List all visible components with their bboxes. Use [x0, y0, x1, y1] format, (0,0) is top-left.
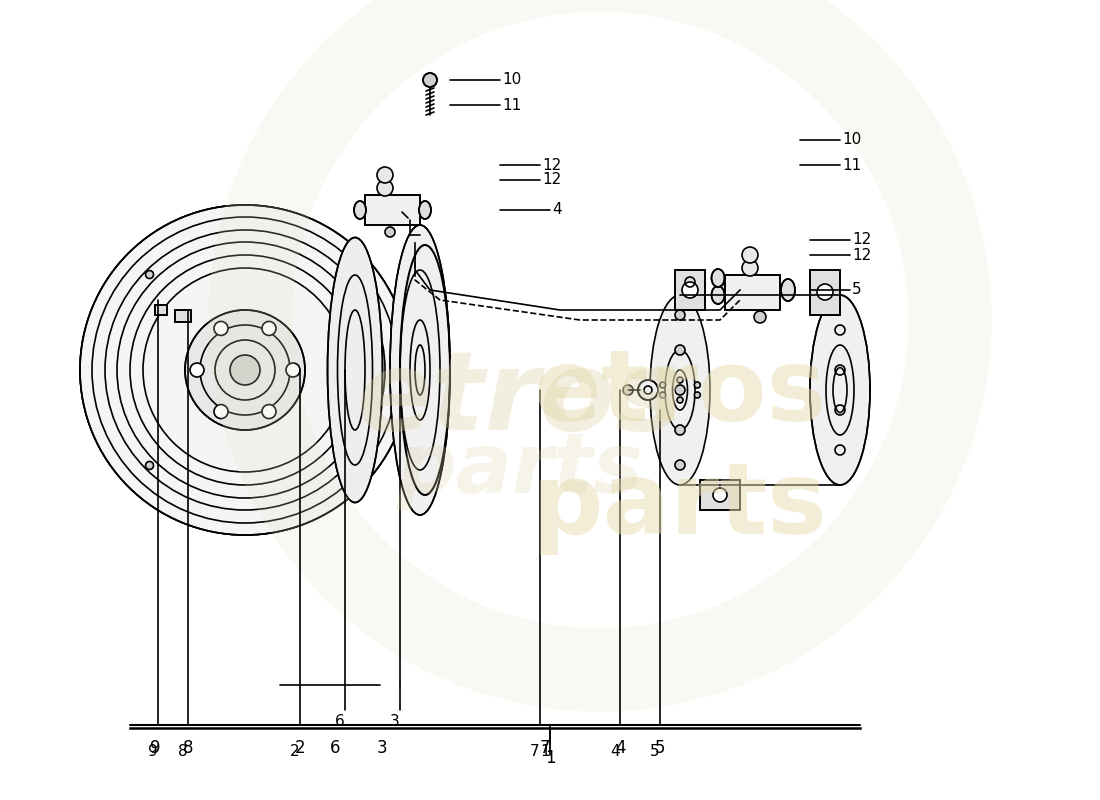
Circle shape [675, 345, 685, 355]
Circle shape [230, 355, 260, 385]
Circle shape [262, 405, 276, 418]
Circle shape [675, 310, 685, 320]
Bar [675, 270, 705, 310]
Bar [700, 480, 740, 510]
Text: 12: 12 [852, 233, 871, 247]
Text: etros: etros [358, 346, 683, 454]
Circle shape [337, 270, 344, 278]
Text: 7: 7 [540, 739, 550, 757]
Ellipse shape [424, 73, 437, 87]
Ellipse shape [650, 295, 710, 485]
Circle shape [377, 167, 393, 183]
Circle shape [675, 460, 685, 470]
Text: 4: 4 [610, 745, 619, 759]
Text: 3: 3 [390, 714, 400, 730]
Text: 2: 2 [295, 739, 306, 757]
Text: 6: 6 [330, 739, 340, 757]
Circle shape [185, 310, 305, 430]
Circle shape [660, 382, 666, 388]
Ellipse shape [419, 201, 431, 219]
Circle shape [675, 385, 685, 395]
Text: etros
parts: etros parts [532, 346, 828, 554]
Circle shape [675, 425, 685, 435]
Bar [155, 305, 167, 315]
Text: 12: 12 [542, 158, 561, 173]
Bar [810, 270, 840, 315]
Circle shape [713, 488, 727, 502]
Circle shape [660, 392, 666, 398]
Bar [155, 305, 167, 315]
Ellipse shape [754, 311, 766, 323]
Circle shape [694, 392, 701, 398]
Circle shape [145, 462, 154, 470]
Text: 4: 4 [615, 739, 625, 757]
Text: 3: 3 [376, 739, 387, 757]
Text: 9: 9 [150, 739, 161, 757]
Text: parts: parts [397, 430, 644, 510]
Circle shape [623, 385, 632, 395]
Ellipse shape [810, 295, 870, 485]
Text: 8: 8 [183, 739, 194, 757]
Bar [715, 280, 730, 295]
Circle shape [80, 205, 410, 535]
Ellipse shape [390, 225, 450, 515]
Text: 10: 10 [842, 133, 861, 147]
Text: 11: 11 [842, 158, 861, 173]
Ellipse shape [638, 380, 658, 400]
Circle shape [676, 397, 683, 403]
Bar [810, 270, 840, 315]
Ellipse shape [328, 238, 383, 502]
Text: 5: 5 [654, 739, 666, 757]
Bar [175, 310, 191, 322]
Circle shape [676, 377, 683, 383]
Bar [700, 480, 740, 510]
Circle shape [742, 260, 758, 276]
Text: 5: 5 [650, 745, 660, 759]
Bar [715, 280, 730, 295]
Bar [725, 275, 780, 310]
Text: 5: 5 [852, 282, 861, 298]
Text: 12: 12 [542, 173, 561, 187]
Bar [365, 195, 420, 225]
Bar [675, 270, 705, 310]
Text: 11: 11 [502, 98, 521, 113]
Ellipse shape [781, 279, 795, 301]
Text: 10: 10 [502, 73, 521, 87]
Text: 2: 2 [290, 745, 300, 759]
Text: 1: 1 [540, 745, 550, 759]
Circle shape [214, 322, 228, 335]
Circle shape [262, 322, 276, 335]
Circle shape [214, 405, 228, 418]
Ellipse shape [354, 201, 366, 219]
Circle shape [682, 282, 698, 298]
Ellipse shape [712, 269, 725, 287]
Text: 1: 1 [544, 749, 556, 767]
Circle shape [694, 382, 701, 388]
Circle shape [742, 247, 758, 263]
Circle shape [286, 363, 300, 377]
Circle shape [377, 180, 393, 196]
Text: 8: 8 [178, 745, 188, 759]
Ellipse shape [385, 227, 395, 237]
Text: 4: 4 [552, 202, 562, 218]
Text: 7: 7 [530, 745, 540, 759]
Text: 6: 6 [336, 714, 345, 730]
Bar [175, 310, 191, 322]
Bar [365, 195, 420, 225]
Circle shape [145, 270, 154, 278]
Text: 9: 9 [148, 745, 158, 759]
Circle shape [337, 462, 344, 470]
Circle shape [190, 363, 204, 377]
Ellipse shape [712, 286, 725, 304]
Circle shape [817, 284, 833, 300]
Bar [725, 275, 780, 310]
Text: 12: 12 [852, 247, 871, 262]
